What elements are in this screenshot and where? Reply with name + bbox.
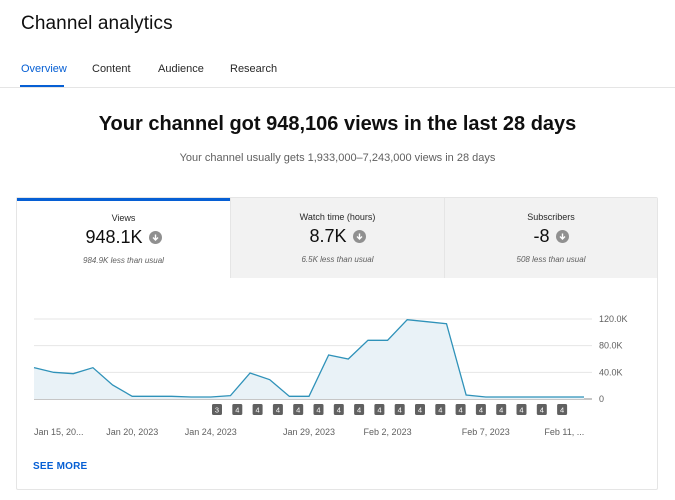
x-tick-label: Jan 20, 2023 (106, 427, 158, 437)
tab-audience[interactable]: Audience (158, 63, 204, 75)
event-marker (252, 404, 263, 415)
y-tick-label: 40.0K (599, 367, 623, 377)
active-tab-indicator (20, 85, 64, 87)
event-marker (354, 404, 365, 415)
event-marker (435, 404, 446, 415)
analytics-card: Views 948.1K 984.9K less than usual Watc… (16, 197, 658, 490)
summary-subline: Your channel usually gets 1,933,000–7,24… (179, 152, 496, 164)
event-marker-label: 4 (256, 406, 260, 415)
metric-value-row: -8 (445, 226, 657, 247)
views-chart: 120.0K 80.0K 40.0K 0 3 4 4 4 4 4 4 4 4 4 4 4 4 4 4 4 4 4 Jan 1… (17, 278, 657, 448)
event-marker-label: 4 (398, 406, 402, 415)
tab-content[interactable]: Content (92, 63, 131, 75)
event-marker-label: 4 (235, 406, 239, 415)
event-marker-label: 4 (337, 406, 341, 415)
event-marker-label: 3 (215, 406, 219, 415)
x-tick-label: Jan 24, 2023 (185, 427, 237, 437)
arrow-down-icon (148, 231, 162, 244)
event-marker-label: 4 (540, 406, 544, 415)
event-marker (516, 404, 527, 415)
event-marker-label: 4 (418, 406, 422, 415)
arrow-down-icon (352, 230, 366, 243)
event-marker (232, 404, 243, 415)
event-marker (496, 404, 507, 415)
metric-value: 8.7K (309, 226, 347, 246)
metric-tab-watch-time[interactable]: Watch time (hours) 8.7K 6.5K less than u… (230, 198, 444, 278)
metric-tab-subscribers[interactable]: Subscribers -8 508 less than usual (444, 198, 657, 278)
tab-bar: Overview Content Audience Research (0, 58, 675, 88)
metric-tab-views[interactable]: Views 948.1K 984.9K less than usual (17, 198, 230, 278)
event-marker (333, 404, 344, 415)
event-marker (415, 404, 425, 415)
metric-note: 508 less than usual (516, 255, 586, 264)
event-marker-label: 4 (519, 406, 523, 415)
series-line (33, 318, 584, 398)
event-marker-label: 4 (357, 406, 361, 415)
metric-value-row: 8.7K (231, 226, 444, 247)
series-area (34, 319, 584, 399)
event-marker-label: 4 (296, 406, 300, 415)
x-tick-label: Feb 7, 2023 (462, 427, 510, 437)
event-marker-label: 4 (499, 406, 503, 415)
event-marker (374, 404, 385, 415)
event-marker (293, 404, 304, 415)
event-marker (212, 404, 222, 415)
event-marker (557, 404, 568, 415)
see-more-link[interactable]: SEE MORE (33, 461, 88, 472)
event-marker (313, 404, 324, 415)
event-marker-label: 4 (459, 406, 463, 415)
metric-label: Subscribers (527, 212, 575, 222)
y-tick-label: 80.0K (599, 341, 623, 351)
metric-label: Watch time (hours) (299, 212, 376, 222)
metric-value-row: 948.1K (17, 227, 230, 248)
metric-note: 6.5K less than usual (301, 255, 374, 264)
y-tick-label: 120.0K (599, 314, 628, 324)
tab-overview[interactable]: Overview (21, 63, 67, 75)
metric-label: Views (111, 213, 136, 223)
event-marker (394, 404, 405, 415)
event-marker (272, 404, 283, 415)
tab-research[interactable]: Research (230, 63, 278, 75)
event-marker (536, 404, 547, 415)
metric-tabs: Views 948.1K 984.9K less than usual Watc… (17, 198, 657, 278)
event-marker (475, 404, 486, 415)
x-tick-label: Feb 2, 2023 (364, 427, 412, 437)
x-tick-label: Jan 29, 2023 (283, 427, 335, 437)
metric-note: 984.9K less than usual (83, 256, 164, 265)
metric-value: 948.1K (85, 227, 143, 247)
views-chart-svg: 120.0K 80.0K 40.0K 0 3 4 4 4 4 4 4 4 4 4 4 4 4 4 4 4 4 4 Jan 1… (33, 314, 628, 437)
event-marker (455, 404, 466, 415)
event-marker-label: 4 (438, 406, 442, 415)
event-marker-label: 4 (377, 406, 381, 415)
metric-value: -8 (533, 226, 550, 246)
y-tick-label: 0 (599, 394, 604, 404)
arrow-down-icon (555, 230, 569, 243)
event-marker-label: 4 (276, 406, 280, 415)
x-tick-label: Jan 15, 20... (34, 427, 84, 437)
event-marker-label: 4 (479, 406, 483, 415)
summary-headline: Your channel got 948,106 views in the la… (98, 113, 577, 135)
event-marker-label: 4 (316, 406, 320, 415)
event-marker-label: 4 (560, 406, 564, 415)
x-tick-label: Feb 11, ... (544, 427, 584, 437)
page-title: Channel analytics (21, 13, 173, 34)
